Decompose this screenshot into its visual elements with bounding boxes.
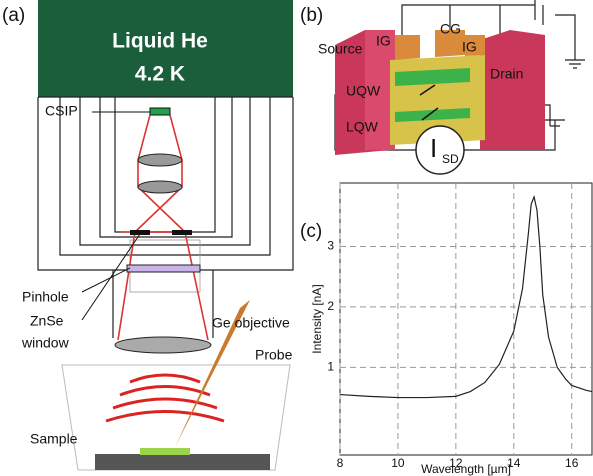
drain-label: Drain — [490, 66, 523, 82]
source-label: Source — [318, 41, 363, 57]
y-tick-label: 3 — [327, 239, 334, 253]
x-tick-label: 10 — [391, 456, 405, 470]
x-tick-label: 16 — [565, 456, 579, 470]
current-subscript: SD — [442, 152, 459, 166]
x-tick-label: 14 — [507, 456, 521, 470]
panel-label: (b) — [300, 5, 323, 26]
current-label: I — [430, 133, 437, 163]
window-label: window — [21, 335, 70, 351]
csip-label: CSIP — [45, 103, 78, 119]
x-tick-label: 12 — [449, 456, 463, 470]
panel-label: (c) — [300, 221, 322, 242]
well-label: UQW — [346, 83, 381, 99]
optics — [62, 115, 290, 470]
leader — [82, 234, 140, 320]
y-axis-label: Intensity [nA] — [310, 284, 324, 353]
gate-label: IG — [462, 39, 477, 55]
probe-label: Probe — [255, 347, 293, 363]
y-tick-label: 1 — [327, 360, 334, 374]
csip-chip — [150, 108, 170, 115]
plot-frame — [340, 183, 592, 455]
temperature-label: 4.2 K — [135, 63, 185, 86]
x-tick-label: 8 — [337, 456, 344, 470]
gate-label: IG — [376, 33, 391, 49]
window-label: ZnSe — [30, 313, 64, 329]
gate-label: CG — [440, 21, 461, 37]
sample-label: Sample — [30, 431, 78, 447]
leader — [82, 268, 130, 292]
x-axis-label: Wavelength [µm] — [421, 462, 511, 476]
cryostat-label: Liquid He — [112, 30, 208, 53]
objective-label: Ge objective — [212, 315, 290, 331]
cryostat-shields — [38, 97, 293, 338]
pinhole-label: Pinhole — [22, 289, 69, 305]
figure: Liquid He 4.2 K CSIP Pinhole ZnSe window… — [0, 0, 593, 476]
well-label: LQW — [346, 119, 379, 135]
y-tick-label: 2 — [327, 299, 334, 313]
panel-label: (a) — [2, 5, 25, 26]
